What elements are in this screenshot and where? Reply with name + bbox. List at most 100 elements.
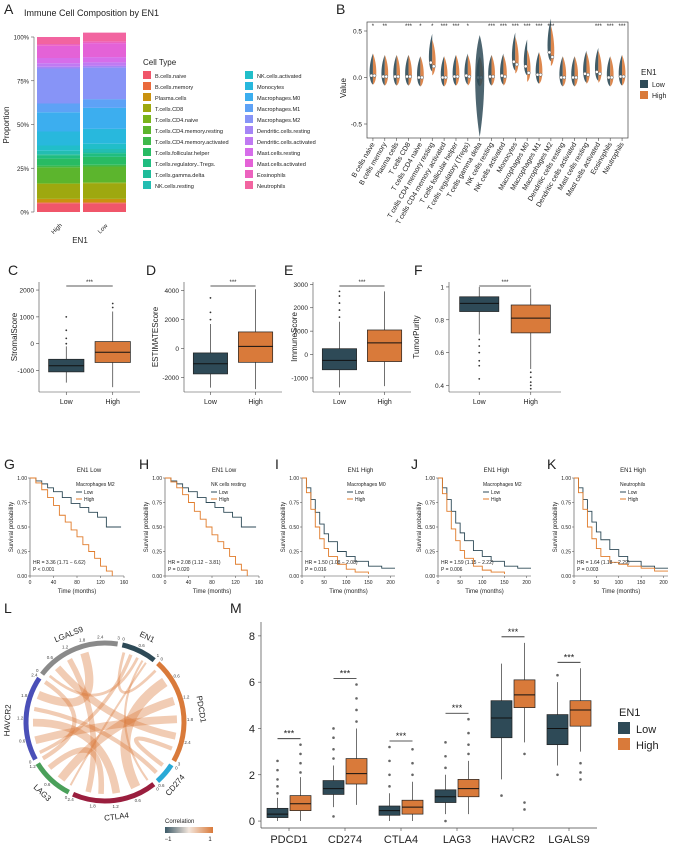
sector-tick-label: 1 [157,653,160,658]
km-curve-high [302,477,369,575]
box-high [510,304,551,334]
outlier-point [65,337,68,340]
legend-swatch [245,170,253,178]
legend-title: Cell Type [143,58,177,67]
outlier-point [338,290,341,293]
legend-label: Mast.cells.resting [257,151,300,157]
legend-swatch-high [640,91,648,99]
panel-j-km: EN1 High 0.00 0.25 0.50 0.75 1.00 0 50 100 150 200… [417,468,531,595]
bar-segment [83,166,126,183]
x-tick-label: 150 [500,580,509,586]
legend-swatch [143,104,151,112]
significance-label: * [419,24,422,30]
outlier-point [299,752,302,756]
x-tick-label: 0 [164,580,167,586]
x-tick-label: 50 [457,580,463,586]
outlier-point [579,778,582,781]
x-tick-label: 50 [321,580,327,586]
legend-label: Eosinophils [257,173,286,179]
x-tick-label: 120 [96,580,105,586]
outlier-point [467,752,470,756]
p-value-text: P = 0.016 [305,567,327,573]
bar-segment [37,155,80,159]
significance-label: *** [488,24,496,30]
km-curve-high [438,477,505,575]
legend-label-high: High [636,740,659,752]
panel-letter-b: B [336,1,345,17]
y-tick-label: 0.25 [425,550,435,556]
panel-letters: A B C D E F G H I J K L M [4,1,557,616]
significance-label: * [467,24,470,30]
median-point [381,74,386,79]
violin-low [559,56,563,87]
violin-high [562,56,567,87]
y-tick-label: 25% [17,167,30,173]
box-low [459,296,500,312]
chord-link [32,718,121,794]
legend-swatch [245,93,253,101]
violin-high [372,53,377,85]
sector-tick-label: 0.6 [135,798,142,803]
bar-segment [83,32,126,42]
y-tick-label: 4000 [165,288,180,295]
bar-segment [37,154,80,156]
bar-segment [83,153,126,157]
outlier-point [276,768,279,772]
median-point [369,73,374,78]
x-axis-label: Time (months) [465,589,503,595]
bar-segment [83,41,126,44]
x-axis-label: Time (months) [193,589,231,595]
median-point [428,60,433,65]
violin-high [503,54,507,86]
violin-low [594,47,599,81]
violin-low [381,54,385,86]
bar-segment [83,62,126,66]
violin-low [452,54,456,86]
legend-title: Macrophages M0 [347,482,386,488]
sector-tick-label: 1.2 [112,804,119,809]
chart-title: EN1 High [484,468,510,474]
bar-segment [83,67,126,100]
significance-label: *** [441,24,449,30]
colorbar-label-max: 1 [208,837,212,843]
outlier-point [388,759,391,763]
violin-low [369,53,373,85]
y-tick-label: 6 [249,677,255,689]
chord-link [47,747,105,795]
y-tick-label: 0.50 [561,525,571,531]
outlier-point [65,329,68,332]
legend-swatch [143,159,151,167]
chart-title: EN1 Low [212,468,237,474]
hazard-ratio-text: HR = 3.36 (1.71 − 6.62) [33,560,86,566]
bar-segment [83,143,126,149]
plot-frame [366,21,629,139]
violin-wide [475,35,485,137]
legend-swatch [245,181,253,189]
panel-e-boxplot: -1000 0 1000 2000 3000 ImmuneScore Low High *** [290,280,411,406]
box-high [345,758,368,785]
violin-high [527,49,531,82]
x-tick-label: 150 [364,580,373,586]
significance-label: *** [508,627,519,637]
bar-segment [83,198,126,203]
outlier-point [209,297,212,299]
violin-low [393,54,397,86]
legend-label: Monocytes [257,85,284,91]
outlier-point [299,771,302,774]
violin-high [539,52,543,84]
colorbar [165,827,213,833]
outlier-point [411,748,414,751]
legend-label: NK.cells.activated [257,74,301,80]
sector-arc-pdcd1 [156,661,187,763]
sector-tick-label: 0.6 [174,674,181,679]
sector-tick-label: 0 [161,656,164,661]
violin-high [550,25,555,67]
legend-label: Neutrophils [257,184,285,190]
x-tick-label: 50 [594,580,600,586]
bar-segment [83,57,126,63]
legend-swatch-high [618,738,630,750]
y-tick-label: 3000 [294,282,309,289]
median-point [550,55,555,59]
significance-label: *** [229,280,237,286]
